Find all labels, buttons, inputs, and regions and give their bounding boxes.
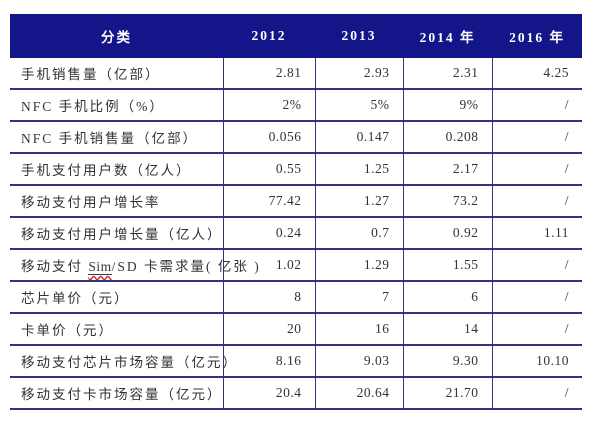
cell-2016: / xyxy=(491,89,582,122)
row-label: 芯片单价（元） xyxy=(10,281,223,314)
cell-2016: / xyxy=(491,153,582,186)
cell-2014: 14 xyxy=(402,313,492,346)
cell-2013: 1.27 xyxy=(314,185,403,218)
cell-2012: 8.16 xyxy=(222,345,315,378)
cell-2014: 2.31 xyxy=(402,58,492,90)
cell-2013: 1.29 xyxy=(314,249,403,282)
cell-2014: 9.30 xyxy=(402,345,492,378)
table-row: 移动支付用户增长率 77.42 1.27 73.2 / xyxy=(10,185,582,218)
row-label: NFC 手机比例（%） xyxy=(10,89,223,122)
label-prefix: 移动支付 xyxy=(21,259,89,274)
cell-2013: 0.7 xyxy=(314,217,403,250)
cell-2016: / xyxy=(491,313,582,346)
header-category: 分类 xyxy=(10,14,223,58)
header-year-2016: 2016 年 xyxy=(492,14,582,58)
cell-2012: 0.55 xyxy=(222,153,315,186)
cell-2016: / xyxy=(491,121,582,154)
row-label: 移动支付用户增长量（亿人） xyxy=(10,217,223,250)
table-row: 移动支付卡市场容量（亿元） 20.4 20.64 21.70 / xyxy=(10,377,582,410)
cell-2016: / xyxy=(491,377,582,410)
cell-2014: 9% xyxy=(402,89,492,122)
label-suffix: /SD 卡需求量( 亿张 ) xyxy=(111,259,261,274)
cell-2012: 20 xyxy=(222,313,315,346)
cell-2016: / xyxy=(491,249,582,282)
row-label: 移动支付用户增长率 xyxy=(10,185,223,218)
sim-spellcheck-text: Sim xyxy=(88,259,112,275)
table-header-row: 分类 2012 2013 2014 年 2016 年 xyxy=(10,14,582,58)
cell-2013: 9.03 xyxy=(314,345,403,378)
cell-2016: / xyxy=(491,281,582,314)
cell-2014: 1.55 xyxy=(402,249,492,282)
row-label: 移动支付卡市场容量（亿元） xyxy=(10,377,223,410)
row-label: NFC 手机销售量（亿部） xyxy=(10,121,223,154)
header-year-2014: 2014 年 xyxy=(403,14,492,58)
table-row: 芯片单价（元） 8 7 6 / xyxy=(10,281,582,314)
row-label: 手机支付用户数（亿人） xyxy=(10,153,223,186)
cell-2013: 20.64 xyxy=(314,377,403,410)
header-year-2012: 2012 xyxy=(223,14,315,58)
cell-2012: 0.056 xyxy=(222,121,315,154)
cell-2013: 1.25 xyxy=(314,153,403,186)
cell-2016: 1.11 xyxy=(491,217,582,250)
row-label: 移动支付 Sim/SD 卡需求量( 亿张 ) xyxy=(10,249,259,282)
cell-2012: 1.02 xyxy=(222,249,315,282)
cell-2012: 20.4 xyxy=(222,377,315,410)
cell-2012: 77.42 xyxy=(222,185,315,218)
header-year-2013: 2013 xyxy=(315,14,403,58)
table-row: 卡单价（元） 20 16 14 / xyxy=(10,313,582,346)
table-row: 移动支付芯片市场容量（亿元） 8.16 9.03 9.30 10.10 xyxy=(10,345,582,378)
row-label: 手机销售量（亿部） xyxy=(10,58,223,90)
cell-2012: 8 xyxy=(222,281,315,314)
cell-2016: 4.25 xyxy=(491,58,582,90)
cell-2014: 2.17 xyxy=(402,153,492,186)
cell-2014: 0.208 xyxy=(402,121,492,154)
table-row: 手机销售量（亿部） 2.81 2.93 2.31 4.25 xyxy=(10,58,582,90)
cell-2013: 7 xyxy=(314,281,403,314)
table-row: 移动支付用户增长量（亿人） 0.24 0.7 0.92 1.11 xyxy=(10,217,582,250)
cell-2014: 21.70 xyxy=(402,377,492,410)
cell-2014: 6 xyxy=(402,281,492,314)
row-label: 移动支付芯片市场容量（亿元） xyxy=(10,345,236,378)
table-row: NFC 手机销售量（亿部） 0.056 0.147 0.208 / xyxy=(10,121,582,154)
data-table: 分类 2012 2013 2014 年 2016 年 手机销售量（亿部） 2.8… xyxy=(10,14,582,410)
cell-2012: 0.24 xyxy=(222,217,315,250)
cell-2012: 2% xyxy=(222,89,315,122)
cell-2014: 73.2 xyxy=(402,185,492,218)
cell-2012: 2.81 xyxy=(222,58,315,90)
cell-2014: 0.92 xyxy=(402,217,492,250)
cell-2013: 2.93 xyxy=(314,58,403,90)
cell-2013: 0.147 xyxy=(314,121,403,154)
cell-2016: 10.10 xyxy=(491,345,582,378)
cell-2013: 5% xyxy=(314,89,403,122)
row-label: 卡单价（元） xyxy=(10,313,223,346)
cell-2016: / xyxy=(491,185,582,218)
cell-2013: 16 xyxy=(314,313,403,346)
table-row-sim: 移动支付 Sim/SD 卡需求量( 亿张 ) 1.02 1.29 1.55 / xyxy=(10,249,582,282)
table-row: NFC 手机比例（%） 2% 5% 9% / xyxy=(10,89,582,122)
table-row: 手机支付用户数（亿人） 0.55 1.25 2.17 / xyxy=(10,153,582,186)
